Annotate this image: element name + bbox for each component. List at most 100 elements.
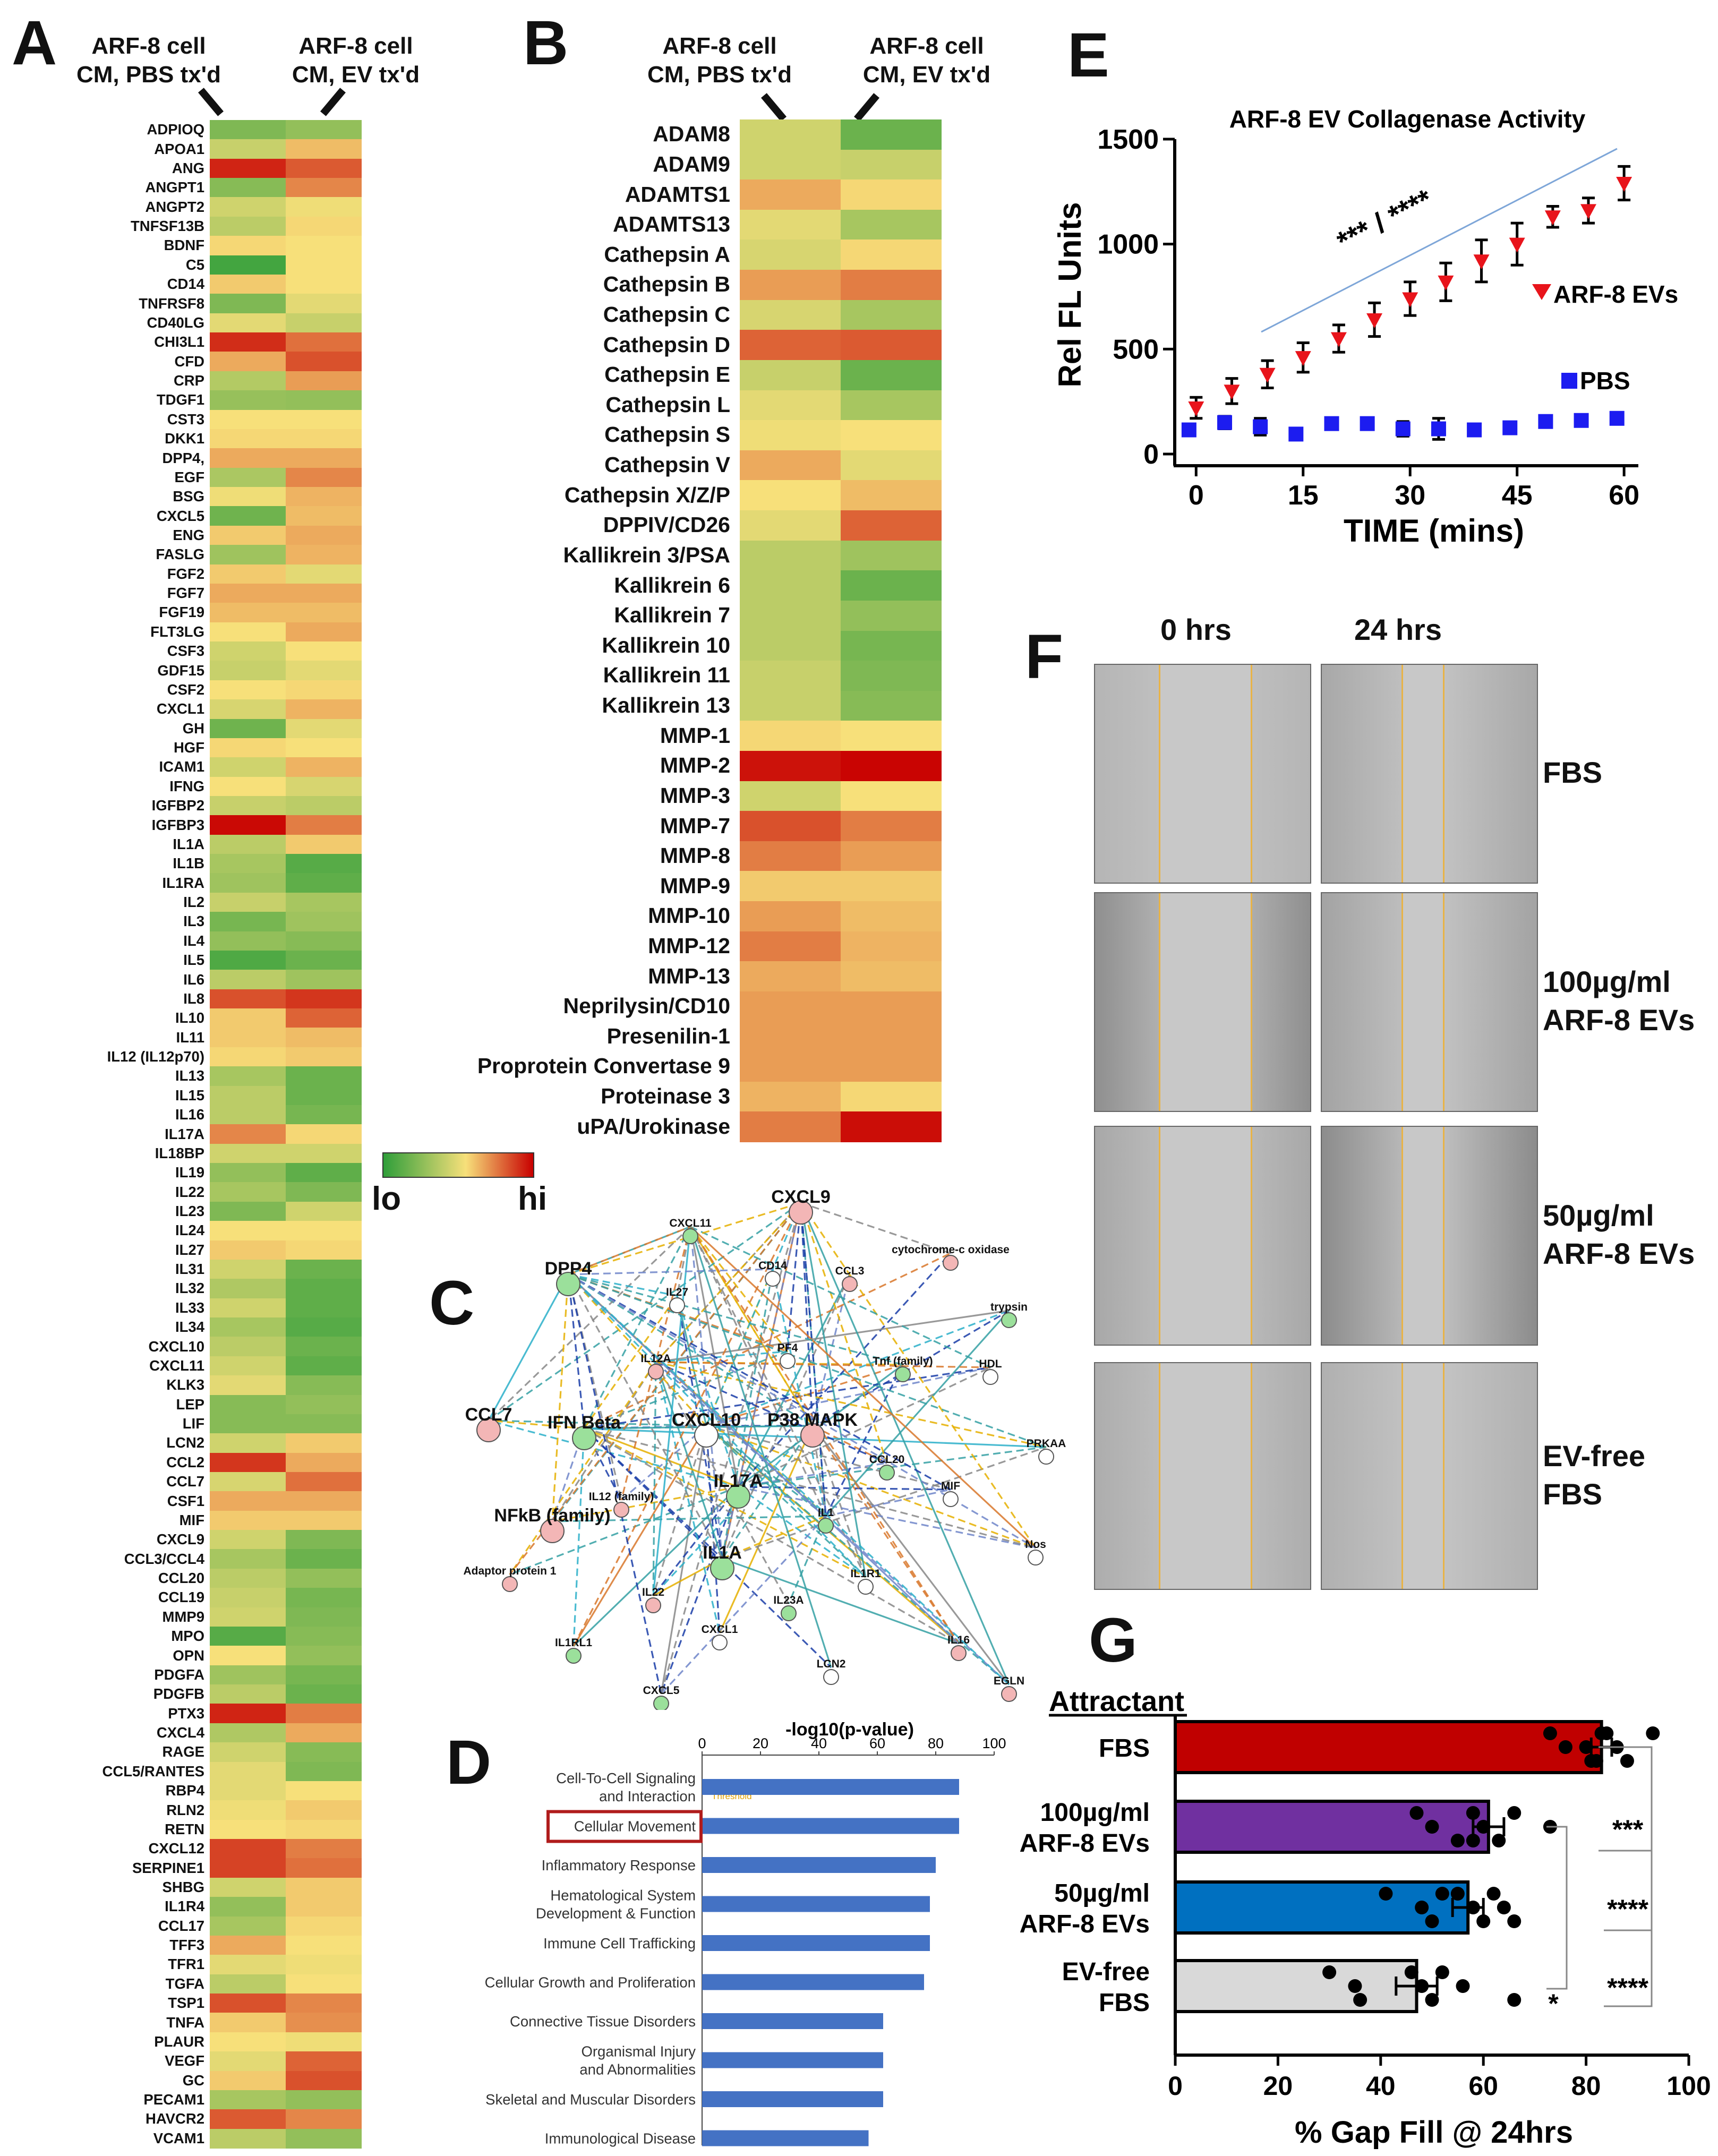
chart-g-data-point	[1646, 1726, 1660, 1740]
heatmap-a-row-label: VEGF	[165, 2052, 204, 2069]
heatmap-a-row-label: CXCL5	[156, 507, 204, 524]
panel-f-row-label-line: 100µg/ml	[1543, 965, 1671, 998]
chart-g-data-point	[1486, 1887, 1501, 1901]
network-node-label: trypsin	[990, 1301, 1028, 1313]
heatmap-a-row-label: ANGPT1	[145, 179, 204, 196]
network-edge	[655, 1310, 1010, 1363]
chart-g-data-point	[1558, 1740, 1572, 1754]
network-node	[726, 1484, 750, 1509]
chart-e-ev-point	[1224, 384, 1240, 400]
network-edge	[772, 1269, 827, 1517]
heatmap-a-row-label: IL1R4	[165, 1898, 204, 1915]
heatmap-a-cell-pbs	[210, 989, 286, 1009]
heatmap-b-cell-pbs	[740, 149, 841, 180]
network-node	[943, 1255, 959, 1271]
heatmap-a-cell-ev	[286, 680, 362, 700]
chart-d-x-tick-label: 100	[982, 1735, 1006, 1751]
network-node-label: IFN Beta	[548, 1413, 621, 1433]
heatmap-a-cell-ev	[286, 1568, 362, 1588]
network-edge	[583, 1427, 832, 1669]
heatmap-b-row-label: Presenilin-1	[606, 1023, 730, 1048]
heatmap-a-cell-pbs	[210, 1452, 286, 1473]
heatmap-a-cell-pbs	[210, 1279, 286, 1299]
heatmap-a-cell-pbs	[210, 1723, 286, 1743]
chart-e-pbs-point	[1574, 413, 1589, 428]
chart-d-category-label: Cellular Movement	[574, 1818, 696, 1835]
heatmap-a-cell-pbs	[210, 583, 286, 603]
chart-d-category-label: and Interaction	[599, 1788, 696, 1804]
heatmap-a-cell-ev	[286, 1008, 362, 1029]
chart-g-category-label: FBS	[1099, 1734, 1150, 1763]
heatmap-b-cell-ev	[841, 420, 942, 451]
chart-e-pbs-point	[1253, 419, 1268, 434]
network-edge	[689, 1226, 832, 1668]
chart-g-data-point	[1450, 1887, 1465, 1901]
heatmap-b-row-label: Cathepsin B	[603, 272, 730, 297]
chart-e-ev-point	[1544, 210, 1561, 226]
heatmap-a-cell-pbs	[210, 1143, 286, 1163]
heatmap-a-cell-ev	[286, 738, 362, 758]
heatmap-b-row-label: Cathepsin L	[605, 392, 730, 417]
heatmap-a-cell-ev	[286, 1163, 362, 1183]
network-node	[781, 1605, 797, 1621]
scratch-gap-outline	[1159, 1127, 1252, 1345]
heatmap-b-cell-ev	[841, 300, 942, 330]
scratch-assay-micrograph	[1321, 664, 1538, 884]
chart-g-data-point	[1466, 1901, 1480, 1914]
heatmap-a-row-label: CD40LG	[147, 314, 205, 331]
heatmap-b-row-label: MMP-1	[660, 723, 730, 748]
heatmap-a-cell-pbs	[210, 1433, 286, 1453]
heatmap-a-cell-ev	[286, 1143, 362, 1163]
heatmap-a-cell-pbs	[210, 1684, 286, 1705]
heatmap-a-cell-ev	[286, 525, 362, 545]
heatmap-b-cell-pbs	[740, 300, 841, 330]
chart-g-data-point	[1507, 1993, 1522, 2007]
network-node	[669, 1297, 685, 1313]
heatmap-a-cell-ev	[286, 950, 362, 970]
heatmap-b-cell-ev	[841, 661, 942, 691]
chart-d-bar	[702, 2091, 883, 2107]
network-edge	[567, 1273, 867, 1578]
chart-d-category-label: Cell-To-Cell Signaling	[556, 1770, 696, 1786]
network-node	[613, 1502, 629, 1518]
network-edge	[620, 1425, 707, 1501]
heatmap-a-row-label: IL4	[183, 932, 204, 949]
network-edge	[705, 1425, 1010, 1686]
heatmap-a-cell-pbs	[210, 1897, 286, 1917]
heatmap-a-row-label: CXCL10	[148, 1338, 204, 1355]
heatmap-a-cell-pbs	[210, 1877, 286, 1897]
heatmap-a-cell-ev	[286, 274, 362, 294]
heatmap-a-cell-ev	[286, 1510, 362, 1530]
heatmap-a-row-label: CSF3	[167, 643, 204, 660]
heatmap-a-cell-ev	[286, 2128, 362, 2149]
network-node	[823, 1669, 839, 1685]
heatmap-a-row-label: ANGPT2	[145, 198, 204, 215]
heatmap-a-cell-pbs	[210, 1742, 286, 1763]
scratch-assay-micrograph	[1094, 1362, 1311, 1590]
heatmap-a-cell-pbs	[210, 892, 286, 912]
network-edge	[620, 1362, 657, 1501]
heatmap-a-cell-pbs	[210, 429, 286, 449]
chart-g-significance-label: ****	[1607, 1973, 1648, 2003]
network-node-label: MIF	[941, 1480, 960, 1492]
heatmap-a-cell-pbs	[210, 139, 286, 159]
heatmap-a-row-label: IL13	[175, 1067, 204, 1084]
heatmap-b-row-label: MMP-3	[660, 783, 730, 808]
panel-f-row-label-line: FBS	[1543, 756, 1602, 789]
heatmap-a-cell-ev	[286, 583, 362, 603]
network-edge	[800, 1202, 867, 1578]
panel-letter-c: C	[429, 1268, 475, 1338]
heatmap-a-cell-pbs	[210, 313, 286, 333]
heatmap-b-row-label: Kallikrein 10	[602, 632, 730, 657]
heatmap-a-cell-pbs	[210, 487, 286, 507]
chart-g-bar	[1174, 1800, 1490, 1854]
heatmap-a-row-label: IL11	[176, 1029, 204, 1046]
pathway-bar-chart: -log10(p-value)0 20 40 60 80 100ThresholdCell…	[485, 1719, 1006, 2147]
heatmap-a-row-label: TNFRSF8	[139, 295, 204, 312]
heatmap-a-cell-pbs	[210, 1549, 286, 1569]
network-node	[780, 1353, 796, 1369]
heatmap-a-cell-ev	[286, 1839, 362, 1859]
network-edge	[800, 1202, 951, 1254]
chart-g-title: Attractant	[1049, 1686, 1184, 1717]
network-node	[895, 1366, 911, 1382]
